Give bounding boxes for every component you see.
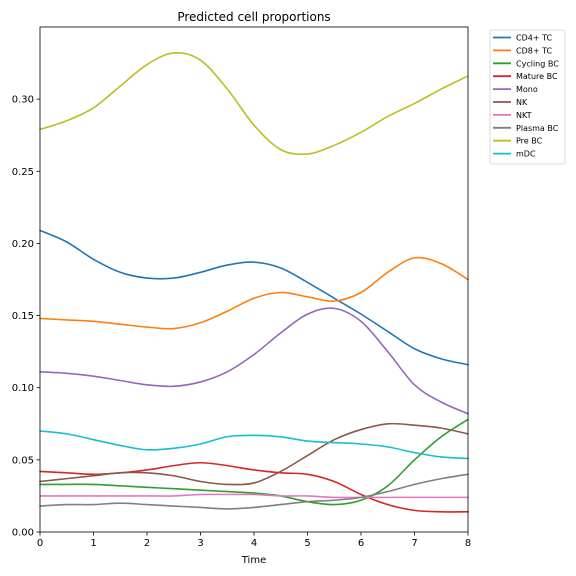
legend-label-pre-bc: Pre BC	[516, 137, 543, 146]
x-axis-label: Time	[241, 555, 266, 566]
y-tick-label: 0.25	[12, 167, 34, 178]
chart-title: Predicted cell proportions	[177, 10, 330, 24]
legend-label-nkt: NKT	[516, 111, 532, 120]
x-tick-label: 4	[251, 538, 257, 549]
x-tick-label: 6	[358, 538, 364, 549]
series-line-nkt	[39, 493, 469, 499]
x-tick-label: 8	[465, 538, 471, 549]
series-line-plasma-bc	[39, 473, 469, 510]
legend-label-mdc: mDC	[516, 150, 536, 159]
x-tick-label: 7	[411, 538, 417, 549]
x-tick-label: 1	[90, 538, 96, 549]
x-axis: 0 1 2 3 4 5 6 7 8	[37, 532, 471, 549]
legend-label-cd4-tc: CD4+ TC	[516, 34, 553, 43]
x-tick-label: 5	[304, 538, 310, 549]
legend-label-cycling-bc: Cycling BC	[516, 59, 559, 68]
x-tick-label: 0	[37, 538, 43, 549]
legend-label-plasma-bc: Plasma BC	[516, 124, 559, 133]
y-tick-label: 0.30	[12, 95, 34, 106]
series-line-mono	[39, 307, 469, 415]
y-tick-label: 0.15	[12, 311, 34, 322]
y-tick-label: 0.20	[12, 239, 34, 250]
legend-label-cd8-tc: CD8+ TC	[516, 46, 553, 55]
series-lines	[39, 52, 469, 513]
y-tick-label: 0.00	[12, 528, 34, 539]
series-line-cycling-bc	[39, 418, 469, 506]
x-tick-label: 2	[144, 538, 150, 549]
y-tick-label: 0.05	[12, 455, 34, 466]
legend-label-nk: NK	[516, 98, 528, 107]
series-line-cd4-tc	[39, 229, 469, 366]
legend: CD4+ TC CD8+ TC Cycling BC Mature BC Mono NK N…	[489, 29, 566, 165]
series-line-cd8-tc	[39, 256, 469, 330]
series-line-nk	[39, 422, 469, 486]
legend-label-mature-bc: Mature BC	[516, 72, 558, 81]
series-line-mdc	[39, 430, 469, 460]
legend-label-mono: Mono	[516, 85, 538, 94]
series-line-pre-bc	[39, 52, 469, 156]
x-tick-label: 3	[197, 538, 203, 549]
y-tick-label: 0.10	[12, 383, 34, 394]
y-axis: 0.00 0.05 0.10 0.15 0.20 0.25 0.30	[12, 95, 40, 539]
